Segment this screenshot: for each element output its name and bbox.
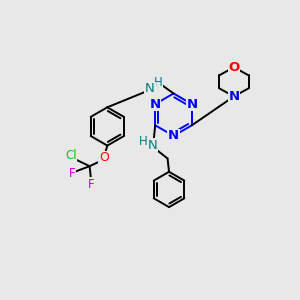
Text: O: O — [99, 152, 109, 164]
Text: N: N — [147, 139, 157, 152]
Text: Cl: Cl — [65, 149, 76, 162]
Text: N: N — [168, 129, 179, 142]
Text: N: N — [150, 98, 161, 111]
Text: H: H — [139, 135, 148, 148]
Text: H: H — [154, 76, 163, 89]
Text: O: O — [228, 61, 239, 74]
Text: F: F — [88, 178, 94, 191]
Text: N: N — [145, 82, 155, 95]
Text: N: N — [228, 90, 239, 103]
Text: N: N — [186, 98, 197, 111]
Text: F: F — [69, 167, 76, 180]
